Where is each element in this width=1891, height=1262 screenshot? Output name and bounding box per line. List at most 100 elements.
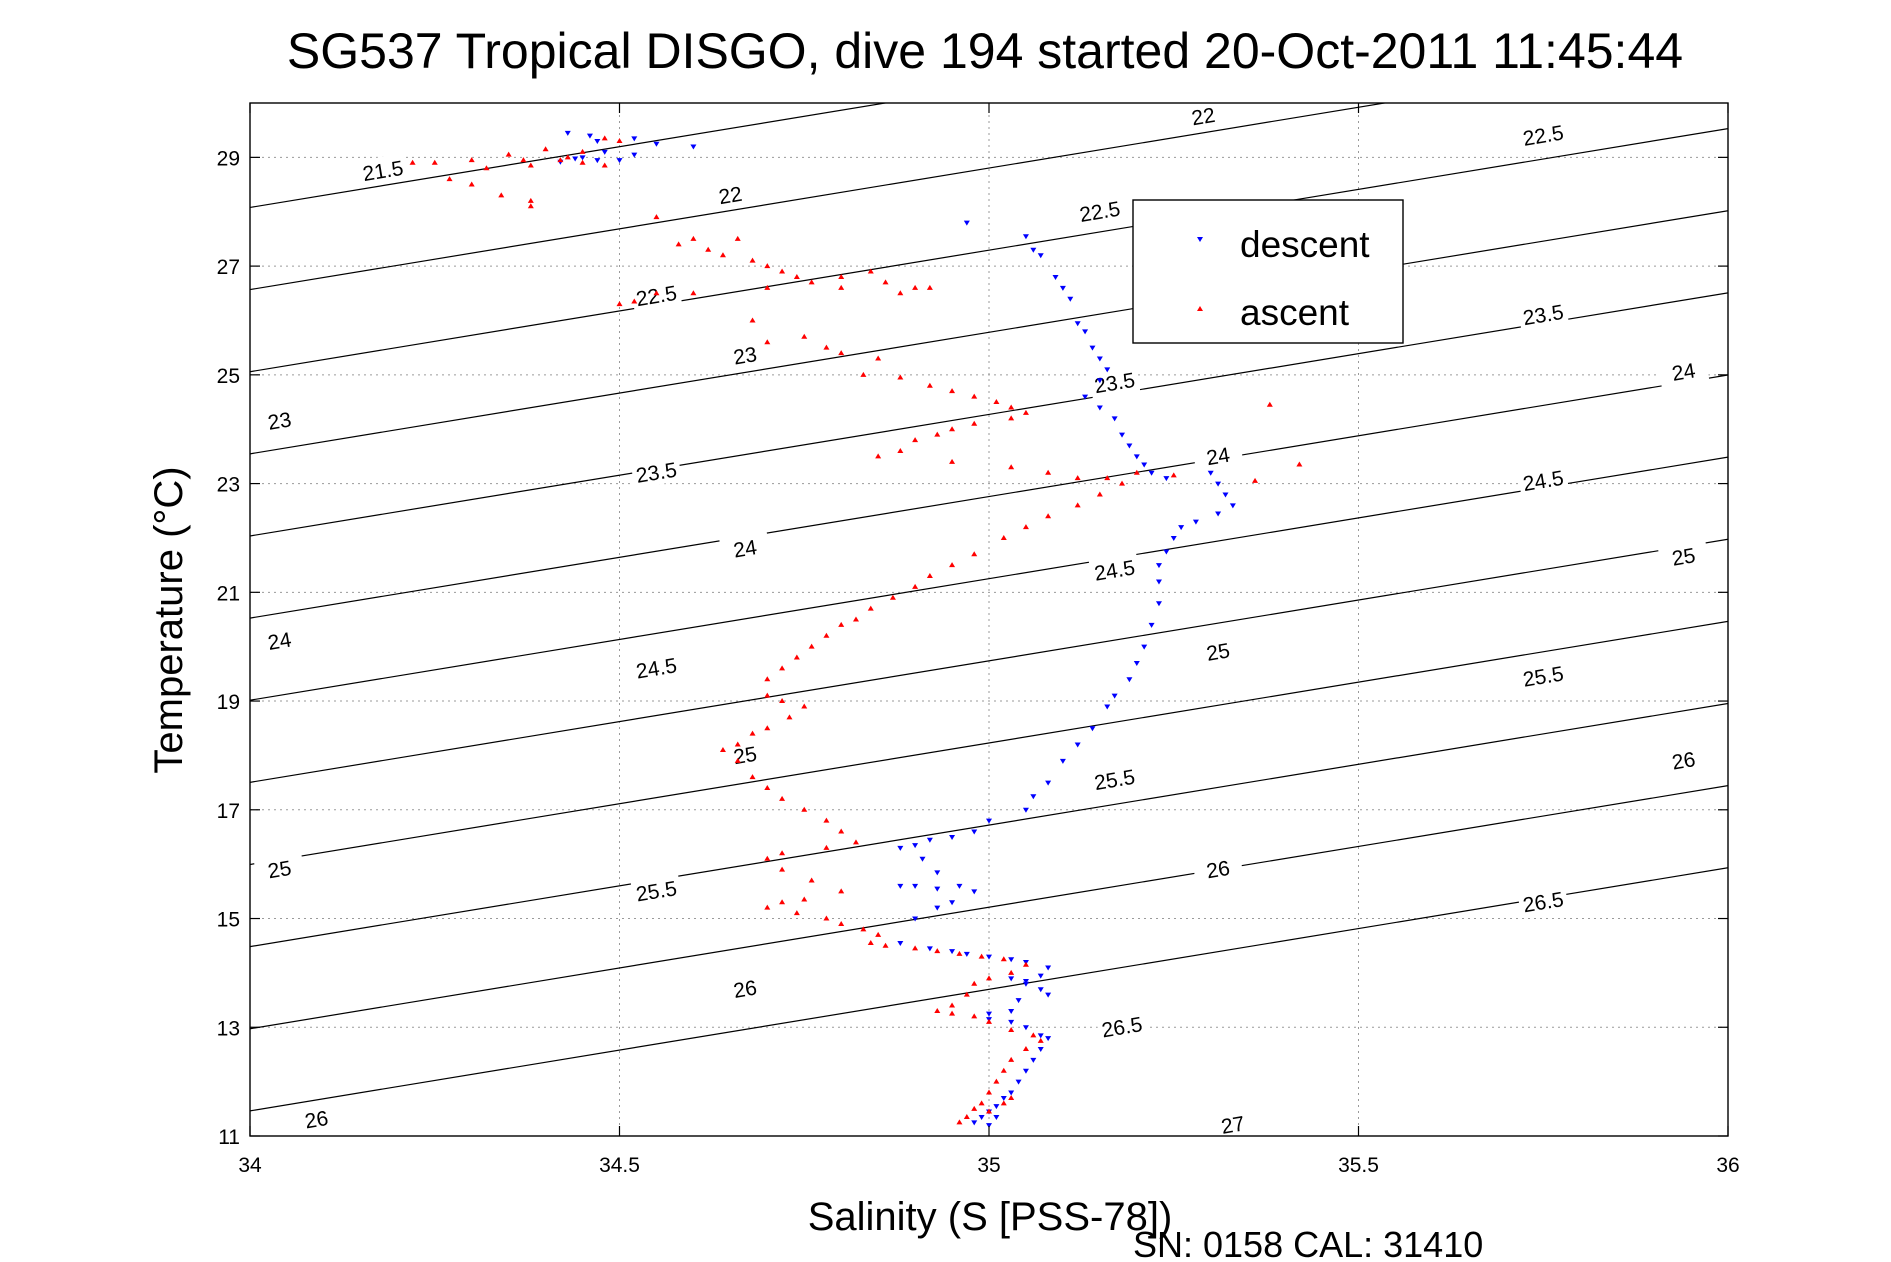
- descent-point: [1104, 367, 1111, 373]
- descent-point: [912, 883, 919, 889]
- ascent-point: [971, 551, 978, 557]
- contour-label-bg: [1517, 884, 1569, 918]
- density-contour-line: [250, 702, 1728, 948]
- ascent-point: [1022, 1046, 1029, 1052]
- ascent-point: [779, 850, 786, 856]
- descent-point: [1148, 622, 1155, 628]
- descent-point: [963, 951, 970, 957]
- descent-point: [1163, 476, 1170, 482]
- contour-label-bg: [1517, 297, 1569, 331]
- ascent-point: [764, 692, 771, 698]
- ascent-point: [897, 374, 904, 380]
- descent-point: [1037, 1033, 1044, 1039]
- descent-point: [1133, 660, 1140, 666]
- contour-label-bg: [1177, 98, 1229, 133]
- density-contour-line: [250, 374, 1728, 619]
- density-contour-line: [250, 785, 1728, 1030]
- ascent-point: [764, 676, 771, 682]
- density-contour-labels: 21.5222222.522.522.5232323.523.523.52424…: [253, 98, 1710, 1141]
- x-tick-label: 36: [1716, 1154, 1739, 1177]
- descent-point: [1222, 492, 1229, 498]
- ascent-point: [1008, 1026, 1015, 1032]
- ascent-point: [823, 632, 830, 638]
- descent-point: [1155, 579, 1162, 585]
- ascent-point: [808, 643, 815, 649]
- contour-label-bg: [1517, 463, 1569, 497]
- ascent-point: [793, 910, 800, 916]
- ascent-point: [431, 159, 438, 165]
- descent-point: [1126, 677, 1133, 683]
- contour-label-bg: [1073, 194, 1126, 228]
- descent-point: [1045, 1036, 1052, 1042]
- descent-point: [949, 949, 956, 955]
- ascent-point: [926, 573, 933, 579]
- ascent-point: [823, 844, 830, 850]
- ascent-point: [993, 399, 1000, 405]
- ascent-point: [1296, 461, 1303, 467]
- ascent-point: [882, 279, 889, 285]
- ascent-point: [764, 339, 771, 345]
- descent-point: [1096, 405, 1103, 411]
- descent-point: [631, 136, 638, 142]
- descent-point: [1037, 973, 1044, 979]
- ascent-point: [912, 284, 919, 290]
- x-tick-label: 35.5: [1338, 1154, 1379, 1177]
- descent-point: [1037, 1047, 1044, 1053]
- ascent-point: [993, 1078, 1000, 1084]
- density-contour-line: [250, 620, 1728, 866]
- contour-label: 26: [1670, 748, 1697, 774]
- ascent-point: [949, 1002, 956, 1008]
- descent-point: [912, 916, 919, 922]
- ascent-point: [986, 975, 992, 981]
- ascent-point: [793, 654, 800, 660]
- ascent-point: [1133, 469, 1140, 475]
- ascent-point: [852, 616, 859, 622]
- ascent-point: [801, 806, 808, 812]
- contour-label: 26: [1205, 857, 1232, 883]
- descent-point: [1059, 758, 1066, 764]
- ascent-point: [764, 725, 771, 731]
- y-tick-label: 19: [217, 691, 240, 714]
- ascent-point: [912, 437, 919, 443]
- descent-point: [1178, 525, 1185, 531]
- y-tick-label: 15: [217, 909, 240, 932]
- descent-point: [1045, 780, 1052, 786]
- contour-label-bg: [630, 873, 683, 908]
- ascent-point: [875, 453, 882, 459]
- descent-point: [1170, 535, 1177, 541]
- ascent-point: [1074, 502, 1081, 508]
- descent-point: [653, 141, 660, 147]
- descent-point: [1155, 563, 1162, 569]
- x-tick-label: 34: [238, 1154, 262, 1177]
- ascent-point: [601, 162, 608, 168]
- ascent-point: [764, 904, 771, 910]
- ascent-point: [764, 284, 771, 290]
- contour-label-bg: [1088, 365, 1141, 399]
- legend-box: [1132, 199, 1404, 344]
- descent-point: [934, 905, 941, 911]
- ascent-point: [653, 290, 660, 296]
- descent-point: [949, 900, 956, 906]
- ascent-point: [971, 1013, 978, 1019]
- ascent-point: [764, 855, 771, 861]
- contour-label-bg: [719, 737, 771, 772]
- ascent-point: [956, 950, 963, 956]
- descent-point: [586, 133, 593, 139]
- descent-point: [594, 158, 601, 164]
- descent-point: [1022, 1025, 1029, 1031]
- ascent-point: [705, 246, 712, 252]
- descent-point: [971, 1120, 978, 1126]
- contour-label-bg: [719, 971, 771, 1005]
- descent-point: [1096, 378, 1103, 384]
- ascent-point: [875, 355, 882, 361]
- ascent-point: [1266, 401, 1273, 407]
- ascent-point: [912, 945, 919, 951]
- ascent-point: [949, 388, 956, 394]
- descent-point: [978, 1114, 985, 1120]
- ascent-point: [808, 877, 815, 883]
- descent-point: [897, 845, 904, 851]
- ascent-point: [734, 757, 741, 763]
- y-tick-label: 23: [217, 474, 240, 497]
- ascent-point: [912, 583, 919, 589]
- legend-descent-marker: [1197, 237, 1203, 242]
